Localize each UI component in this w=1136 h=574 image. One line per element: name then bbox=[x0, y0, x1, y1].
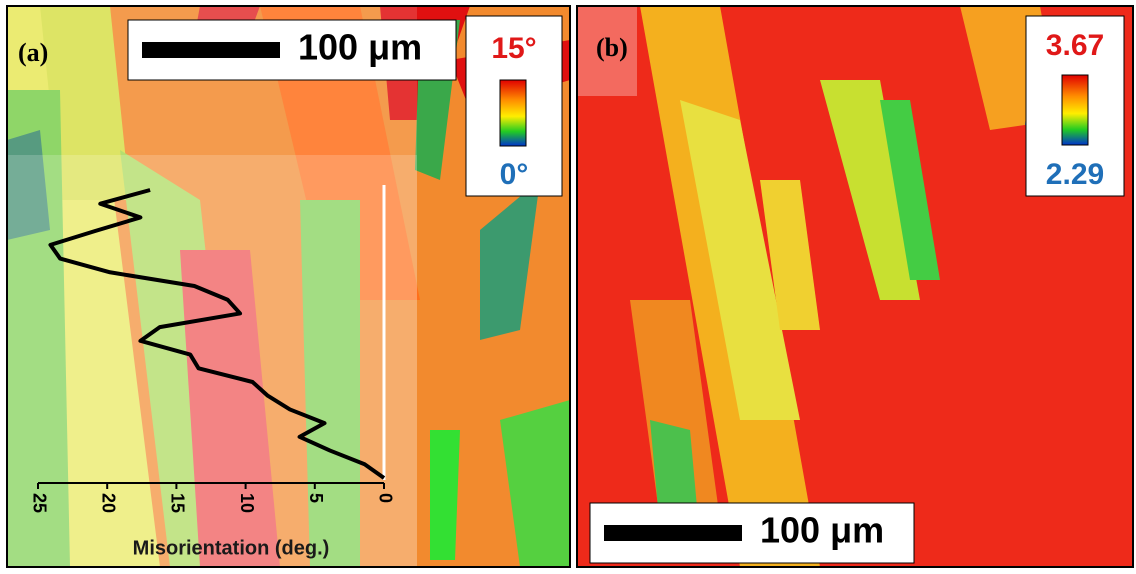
x-tick-label: 0 bbox=[375, 493, 395, 503]
colorbar bbox=[1061, 74, 1089, 146]
scale-bar bbox=[142, 42, 280, 58]
profile-chart: 25 20 15 10 5 0 Misorientation (deg.) bbox=[29, 188, 395, 559]
colorbar-max: 15° bbox=[491, 32, 536, 65]
frame-a bbox=[6, 5, 571, 568]
colorbar bbox=[499, 79, 527, 147]
colorbar-max: 3.67 bbox=[1046, 29, 1104, 62]
frame-b bbox=[576, 5, 1134, 568]
x-tick-label: 5 bbox=[306, 493, 326, 503]
x-tick-label: 15 bbox=[168, 493, 188, 513]
profile bbox=[48, 188, 386, 480]
scale-bar-label: 100 μm bbox=[298, 27, 422, 68]
x-tick-label: 20 bbox=[98, 493, 118, 513]
x-axis-label: Misorientation (deg.) bbox=[133, 537, 330, 559]
panel-label: (b) bbox=[596, 33, 628, 62]
x-tick-label: 10 bbox=[237, 493, 257, 513]
scale-bar bbox=[604, 525, 742, 541]
colorbar-min: 2.29 bbox=[1046, 158, 1104, 191]
scale-bar-label: 100 μm bbox=[760, 510, 884, 551]
panel-label: (a) bbox=[18, 38, 48, 67]
x-tick-label: 25 bbox=[29, 493, 49, 513]
colorbar-min: 0° bbox=[500, 158, 529, 191]
